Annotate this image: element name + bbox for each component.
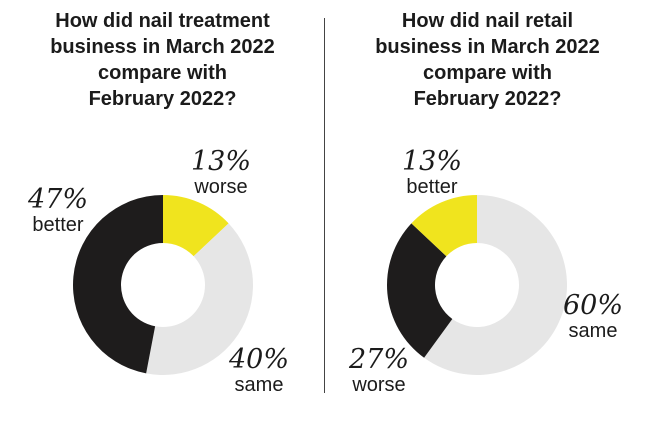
donut-slice-same <box>424 195 567 375</box>
slice-category: better <box>406 176 458 198</box>
panel-divider <box>324 18 325 393</box>
slice-label-retail-worse: 27% worse <box>339 344 419 397</box>
chart-title-treatment: How did nail treatment business in March… <box>50 10 275 110</box>
slice-percent: 40% <box>228 344 289 375</box>
donut-chart-retail <box>387 195 567 375</box>
slice-category: same <box>568 320 618 342</box>
donut-chart-treatment <box>73 195 254 375</box>
slice-category: worse <box>194 176 248 198</box>
slice-category: better <box>32 214 84 236</box>
slice-category: worse <box>352 374 406 396</box>
slice-percent: 13% <box>401 146 462 177</box>
slice-percent: 27% <box>348 344 409 375</box>
donut-slice-worse <box>163 195 229 257</box>
slice-label-treatment-same: 40% same <box>214 344 304 397</box>
donut-slice-better <box>411 195 477 257</box>
slice-label-retail-same: 60% same <box>553 290 633 343</box>
slice-percent: 13% <box>190 146 251 177</box>
chart-panel-treatment: How did nail treatment business in March… <box>18 10 304 397</box>
donut-slice-better <box>73 195 163 374</box>
donut-slice-worse <box>387 223 453 358</box>
slice-label-treatment-better: 47% better <box>18 184 98 237</box>
slice-category: same <box>234 374 284 396</box>
chart-title-retail: How did nail retail business in March 20… <box>375 10 600 110</box>
chart-panel-retail: How did nail retail business in March 20… <box>325 0 650 435</box>
slice-percent: 47% <box>27 184 88 215</box>
slice-label-treatment-worse: 13% worse <box>166 146 276 199</box>
donut-slice-same <box>146 223 254 375</box>
slice-label-retail-better: 13% better <box>387 146 477 199</box>
slice-percent: 60% <box>562 290 623 321</box>
